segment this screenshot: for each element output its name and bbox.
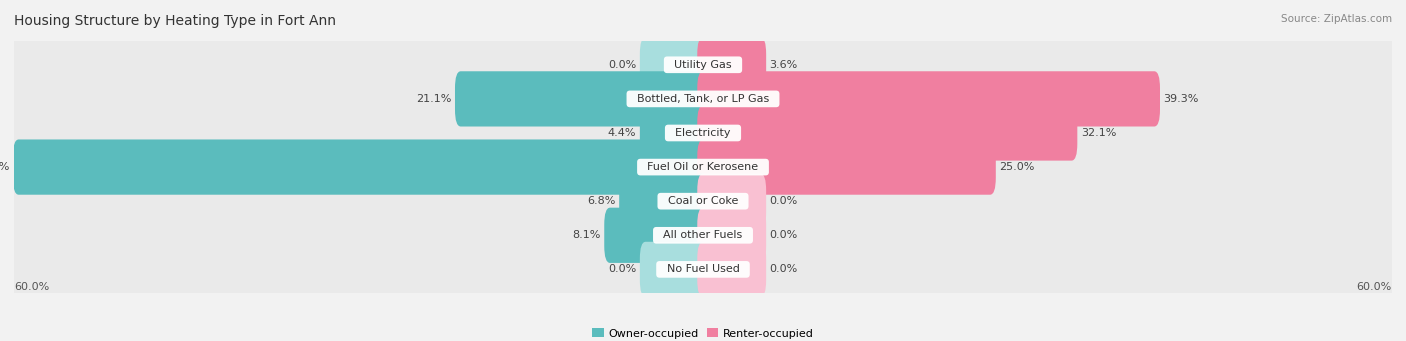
Text: All other Fuels: All other Fuels <box>657 230 749 240</box>
Legend: Owner-occupied, Renter-occupied: Owner-occupied, Renter-occupied <box>588 324 818 341</box>
FancyBboxPatch shape <box>0 134 1406 201</box>
Text: Utility Gas: Utility Gas <box>668 60 738 70</box>
Text: 39.3%: 39.3% <box>1163 94 1199 104</box>
FancyBboxPatch shape <box>13 139 709 195</box>
Text: No Fuel Used: No Fuel Used <box>659 264 747 275</box>
FancyBboxPatch shape <box>640 37 709 92</box>
FancyBboxPatch shape <box>619 174 709 229</box>
Text: 8.1%: 8.1% <box>572 230 600 240</box>
FancyBboxPatch shape <box>0 202 1406 269</box>
Text: 0.0%: 0.0% <box>609 264 637 275</box>
FancyBboxPatch shape <box>697 37 766 92</box>
Text: Fuel Oil or Kerosene: Fuel Oil or Kerosene <box>641 162 765 172</box>
FancyBboxPatch shape <box>697 174 766 229</box>
Text: 0.0%: 0.0% <box>769 196 797 206</box>
Text: 0.0%: 0.0% <box>769 230 797 240</box>
Text: Electricity: Electricity <box>668 128 738 138</box>
Text: Coal or Coke: Coal or Coke <box>661 196 745 206</box>
FancyBboxPatch shape <box>0 31 1406 98</box>
FancyBboxPatch shape <box>697 139 995 195</box>
Text: 4.4%: 4.4% <box>607 128 637 138</box>
Text: 32.1%: 32.1% <box>1081 128 1116 138</box>
Text: 6.8%: 6.8% <box>588 196 616 206</box>
Text: 3.6%: 3.6% <box>769 60 797 70</box>
Text: Housing Structure by Heating Type in Fort Ann: Housing Structure by Heating Type in For… <box>14 14 336 28</box>
FancyBboxPatch shape <box>0 100 1406 166</box>
FancyBboxPatch shape <box>0 236 1406 303</box>
Text: 60.0%: 60.0% <box>1357 282 1392 292</box>
Text: Bottled, Tank, or LP Gas: Bottled, Tank, or LP Gas <box>630 94 776 104</box>
Text: Source: ZipAtlas.com: Source: ZipAtlas.com <box>1281 14 1392 24</box>
Text: 21.1%: 21.1% <box>416 94 451 104</box>
FancyBboxPatch shape <box>0 168 1406 235</box>
FancyBboxPatch shape <box>697 242 766 297</box>
FancyBboxPatch shape <box>697 208 766 263</box>
FancyBboxPatch shape <box>697 71 1160 127</box>
Text: 60.0%: 60.0% <box>14 282 49 292</box>
FancyBboxPatch shape <box>456 71 709 127</box>
FancyBboxPatch shape <box>605 208 709 263</box>
Text: 59.6%: 59.6% <box>0 162 10 172</box>
FancyBboxPatch shape <box>0 65 1406 132</box>
FancyBboxPatch shape <box>640 242 709 297</box>
FancyBboxPatch shape <box>697 105 1077 161</box>
Text: 0.0%: 0.0% <box>769 264 797 275</box>
Text: 25.0%: 25.0% <box>1000 162 1035 172</box>
FancyBboxPatch shape <box>640 105 709 161</box>
Text: 0.0%: 0.0% <box>609 60 637 70</box>
